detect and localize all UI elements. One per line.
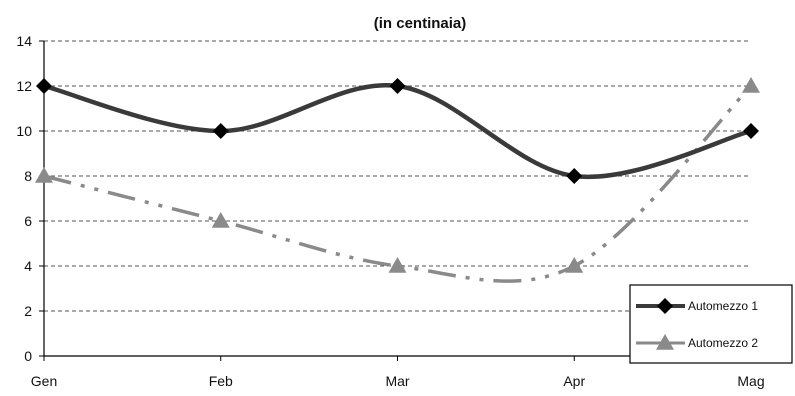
y-tick-label: 8 — [24, 168, 32, 184]
chart-subtitle: (in centinaia) — [374, 15, 467, 32]
legend-label: Automezzo 2 — [688, 336, 758, 350]
legend-marker — [656, 334, 674, 350]
data-point — [565, 257, 584, 273]
data-point — [566, 168, 583, 184]
legend-label: Automezzo 1 — [688, 299, 758, 313]
x-tick-label: Apr — [563, 373, 585, 389]
legend-box — [629, 284, 793, 364]
x-tick-label: Mag — [737, 373, 764, 389]
data-point — [389, 78, 406, 94]
series-line — [43, 84, 753, 283]
data-point — [742, 77, 760, 93]
y-tick-label: 2 — [24, 303, 32, 319]
y-tick-label: 4 — [24, 258, 32, 274]
data-point — [211, 212, 230, 228]
legend: Automezzo 1 Automezzo 2 — [629, 284, 793, 364]
data-point — [212, 123, 229, 139]
data-point — [36, 78, 52, 94]
y-tick-label: 0 — [24, 348, 32, 364]
x-tick-label: Mar — [385, 373, 409, 389]
series-layer — [35, 77, 760, 283]
legend-marker — [657, 298, 673, 314]
y-tick-label: 6 — [24, 213, 32, 229]
series-2 — [35, 77, 760, 283]
data-point — [743, 123, 759, 139]
data-point — [388, 257, 407, 273]
x-tick-label: Gen — [31, 373, 57, 389]
series-1 — [36, 78, 759, 184]
data-point — [35, 167, 53, 183]
y-tick-label: 14 — [16, 33, 32, 49]
x-tick-label: Feb — [209, 373, 233, 389]
y-tick-label: 12 — [16, 78, 32, 94]
y-tick-label: 10 — [16, 123, 32, 139]
